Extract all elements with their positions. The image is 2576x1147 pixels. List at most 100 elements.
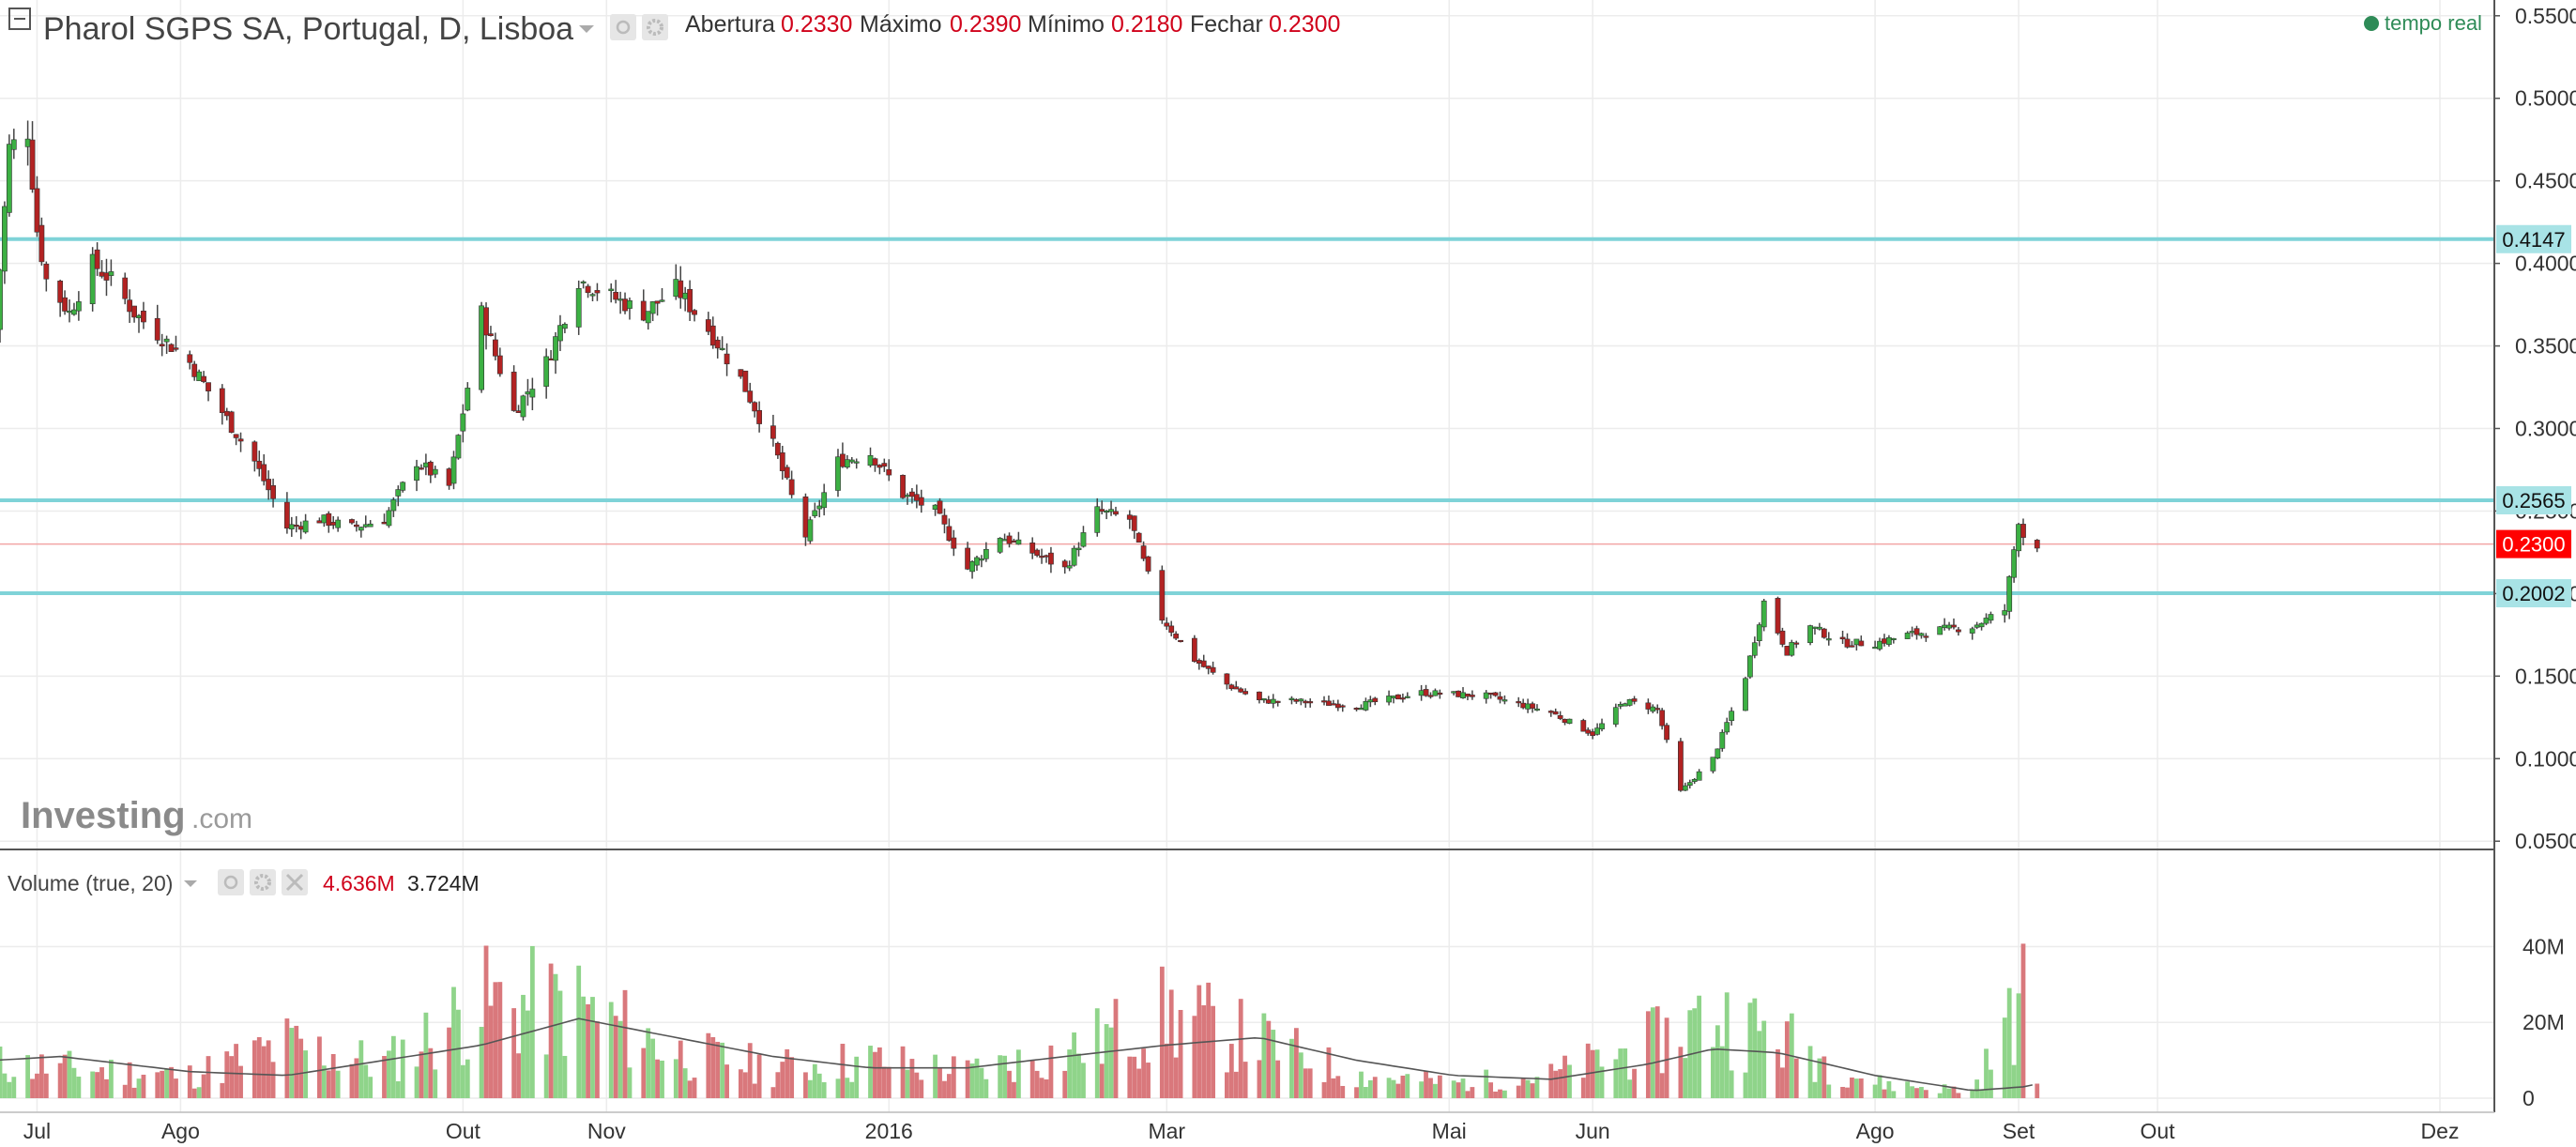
candle-up — [812, 510, 818, 516]
candle-up — [1534, 708, 1540, 711]
volume-bar-down — [1099, 1063, 1105, 1098]
volume-bar-down — [756, 1054, 762, 1098]
candle-down — [127, 299, 133, 313]
volume-bar-down — [1178, 1009, 1183, 1098]
candle-down — [261, 464, 267, 482]
volume-bar-down — [43, 1073, 49, 1098]
minus-square-icon[interactable] — [8, 8, 31, 30]
volume-bar-up — [1433, 1083, 1438, 1098]
volume-bar-down — [382, 1056, 387, 1098]
candle-down — [1321, 700, 1327, 703]
volume-bar-down — [57, 1063, 63, 1098]
volume-bar-down — [1168, 989, 1174, 1098]
eye-icon[interactable] — [218, 869, 244, 895]
candle-down — [297, 526, 304, 530]
volume-bar-down — [1580, 1078, 1586, 1098]
candle-down — [1131, 515, 1137, 531]
candle-down — [1427, 695, 1434, 697]
candle-down — [692, 310, 697, 315]
candle-down — [1011, 540, 1017, 543]
volume-bar-down — [706, 1032, 711, 1098]
candle-down — [1265, 699, 1272, 704]
volume-bar-down — [724, 1064, 729, 1098]
candle-down — [201, 375, 206, 382]
candle-up — [1288, 697, 1295, 700]
candle-up — [1942, 624, 1948, 629]
candle-down — [594, 290, 601, 294]
candle-down — [187, 354, 193, 363]
watermark-suffix: .com — [191, 803, 252, 834]
time-tick-label: Nov — [587, 1119, 626, 1143]
volume-bar-down — [692, 1078, 697, 1098]
candle-down — [1136, 532, 1142, 543]
volume-header: Volume (true, 20) 4.636M 3.724M — [8, 869, 480, 895]
volume-bar-down — [586, 1003, 590, 1098]
candle-down — [381, 521, 388, 525]
candle-up — [302, 520, 309, 533]
volume-bar-up — [1271, 1030, 1276, 1098]
volume-bar-down — [234, 1044, 239, 1098]
candle-down — [687, 288, 694, 313]
candle-up — [1015, 539, 1022, 545]
candle-down — [1228, 684, 1235, 690]
candle-down — [62, 297, 68, 312]
volume-tick-label: 0 — [2523, 1086, 2535, 1110]
caret-down-icon[interactable] — [184, 880, 197, 887]
candle-down — [747, 390, 754, 403]
price-axis[interactable]: 0.5500 0.5000 0.4500 0.4000 0.3500 0.3000 0.25… — [2494, 4, 2576, 853]
volume-bar-up — [71, 1067, 77, 1098]
volume-bar-down — [447, 1027, 451, 1098]
volume-bar-down — [965, 1060, 970, 1098]
time-tick-label: 2016 — [865, 1119, 913, 1143]
volume-bar-up — [196, 1087, 202, 1098]
volume-bar-down — [785, 1048, 790, 1098]
volume-bar-up — [390, 1035, 396, 1098]
candle-up — [719, 347, 725, 350]
volume-bar-down — [174, 1078, 178, 1098]
volume-bar-down — [1470, 1087, 1475, 1098]
gear-icon[interactable] — [250, 869, 276, 895]
ohlc-low-label: Mínimo — [1028, 11, 1105, 38]
candle-down — [918, 497, 924, 506]
time-tick-label: Ago — [1856, 1119, 1895, 1143]
candle-up — [67, 311, 72, 314]
time-axis[interactable]: Jul Ago Out Nov 2016 Mar Mai Jun Ago Set Out Dez — [23, 1119, 2460, 1143]
volume-bar-up — [646, 1028, 651, 1098]
volume-title[interactable]: Volume (true, 20) — [8, 871, 173, 895]
volume-bar-down — [256, 1036, 262, 1098]
eye-icon[interactable] — [610, 14, 636, 40]
horizontal-levels[interactable] — [0, 237, 2494, 596]
volume-bar-down — [1395, 1083, 1401, 1098]
volume-bar-down — [641, 1048, 647, 1098]
volume-bar-down — [511, 1008, 517, 1098]
realtime-label[interactable]: tempo real — [2385, 11, 2482, 35]
candle-up — [1872, 647, 1879, 650]
candle-up — [2006, 576, 2013, 612]
candle-up — [1650, 706, 1656, 712]
chart-title[interactable]: Pharol SGPS SA, Portugal, D, Lisboa — [43, 11, 573, 47]
caret-down-icon[interactable] — [579, 25, 594, 33]
volume-bar-down — [1146, 1063, 1151, 1098]
gear-icon[interactable] — [642, 14, 668, 40]
candle-down — [881, 463, 888, 467]
candle-up — [1743, 678, 1748, 711]
close-icon-cross — [285, 873, 304, 892]
candle-down — [622, 298, 628, 312]
candle-up — [1612, 707, 1619, 725]
candle-up — [422, 462, 429, 467]
volume-axis[interactable]: 40M 20M 0 — [2523, 934, 2565, 1110]
candle-up — [525, 391, 531, 395]
candle-up — [557, 325, 563, 342]
price-tick-label: 0.4000 — [2515, 252, 2576, 276]
volume-bar-down — [1914, 1088, 1919, 1098]
volume-bar-down — [1437, 1075, 1442, 1098]
candle-down — [913, 494, 920, 501]
volume-bar-up — [1891, 1091, 1897, 1098]
candle-down — [1497, 696, 1503, 700]
candle-down — [223, 410, 230, 417]
candle-up — [1946, 624, 1952, 629]
candle-down — [752, 402, 758, 412]
volume-bar-up — [590, 997, 595, 1098]
volume-bar-down — [122, 1084, 128, 1098]
